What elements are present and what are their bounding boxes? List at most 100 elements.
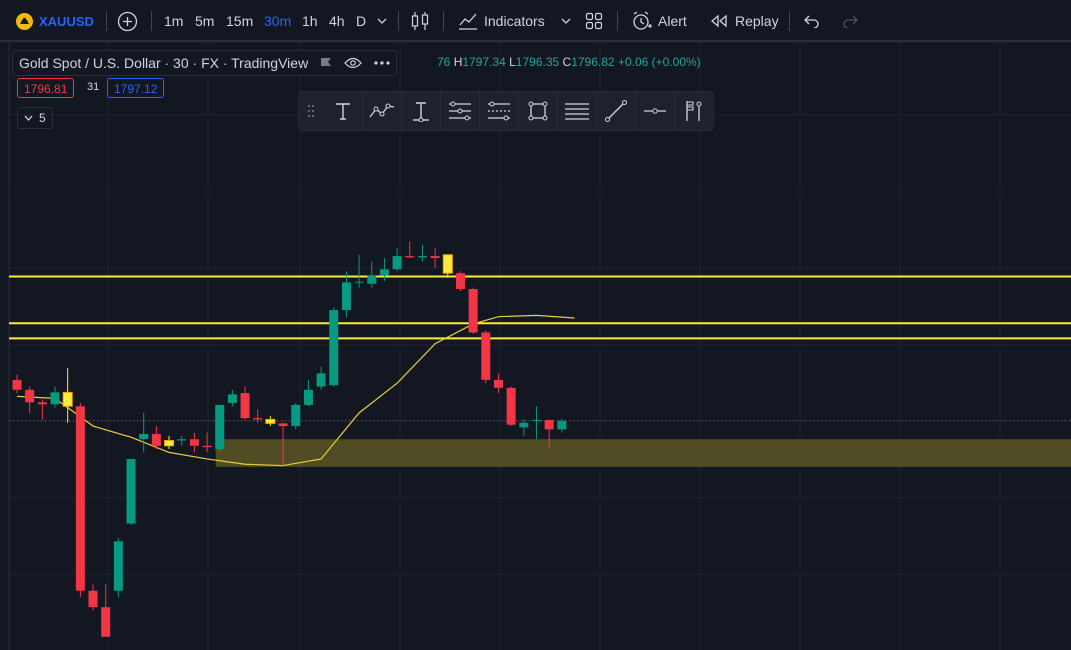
candle-body bbox=[227, 394, 237, 403]
candle bbox=[341, 271, 351, 318]
candle-body bbox=[455, 273, 465, 290]
separator bbox=[398, 11, 399, 31]
indicators-label: Indicators bbox=[484, 13, 545, 29]
candle bbox=[468, 287, 478, 334]
timeframe-d[interactable]: D bbox=[356, 13, 367, 29]
candle bbox=[101, 584, 111, 637]
candles bbox=[12, 241, 567, 637]
low-value: 1796.35 bbox=[515, 55, 560, 69]
indicators-dropdown[interactable] bbox=[561, 0, 571, 42]
candle-body bbox=[278, 423, 288, 427]
candle-body bbox=[481, 332, 491, 380]
candle-body bbox=[417, 256, 427, 258]
candle bbox=[544, 419, 554, 450]
candle bbox=[392, 248, 402, 272]
timeframe-5m[interactable]: 5m bbox=[195, 13, 215, 29]
timeframe-4h[interactable]: 4h bbox=[329, 13, 345, 29]
candle bbox=[455, 271, 465, 291]
candle-body bbox=[113, 541, 123, 591]
undo-button[interactable] bbox=[804, 0, 820, 42]
candle bbox=[75, 402, 85, 598]
undo-icon bbox=[804, 15, 819, 28]
horizontal-ray-icon[interactable] bbox=[636, 92, 674, 130]
timeframe-15m[interactable]: 15m bbox=[226, 13, 254, 29]
rewind-icon bbox=[710, 14, 727, 28]
chart-type-button[interactable] bbox=[410, 0, 430, 42]
anchored-text-icon[interactable] bbox=[402, 92, 440, 130]
candle bbox=[354, 254, 364, 288]
candle bbox=[531, 406, 541, 440]
horizontal-lines-icon[interactable] bbox=[558, 92, 596, 130]
separator bbox=[151, 11, 152, 31]
timeframe-dropdown[interactable] bbox=[377, 0, 387, 42]
more-icon[interactable] bbox=[374, 61, 390, 65]
text-tool-icon[interactable] bbox=[324, 92, 362, 130]
alert-button[interactable]: Alert bbox=[631, 0, 687, 42]
candle bbox=[12, 374, 22, 394]
alarm-clock-icon bbox=[633, 11, 652, 30]
price-chart[interactable] bbox=[0, 42, 1071, 650]
candle bbox=[329, 307, 339, 387]
drawing-toolbar[interactable] bbox=[298, 91, 714, 131]
replay-button[interactable]: Replay bbox=[710, 0, 779, 42]
flag-tool-icon[interactable] bbox=[675, 92, 713, 130]
indicators-button[interactable]: Indicators bbox=[458, 0, 545, 42]
candle bbox=[519, 419, 529, 436]
candle-body bbox=[341, 282, 351, 311]
candle-body bbox=[392, 256, 402, 270]
symbol-search[interactable]: XAUUSD bbox=[16, 0, 94, 42]
close-value: 1796.82 bbox=[571, 55, 615, 69]
candle bbox=[215, 404, 225, 453]
range-levels-icon[interactable] bbox=[441, 92, 479, 130]
layout-button[interactable] bbox=[585, 0, 603, 42]
gold-logo-icon bbox=[16, 12, 33, 30]
drag-handle-icon[interactable] bbox=[299, 92, 323, 130]
eye-icon[interactable] bbox=[344, 57, 362, 69]
symbol-legend[interactable]: Gold Spot / U.S. Dollar · 30 · FX · Trad… bbox=[12, 50, 398, 76]
candle bbox=[417, 244, 427, 262]
price-range-icon[interactable] bbox=[480, 92, 518, 130]
open-value-tail: 76 bbox=[437, 55, 451, 69]
timeframe-1m[interactable]: 1m bbox=[164, 13, 184, 29]
redo-button[interactable] bbox=[842, 0, 858, 42]
replay-label: Replay bbox=[735, 13, 779, 29]
change-value: +0.06 (+0.00%) bbox=[617, 55, 701, 69]
candle-body bbox=[101, 607, 111, 637]
candle bbox=[177, 435, 187, 446]
flag-icon[interactable] bbox=[320, 57, 332, 69]
rectangle-tool-icon[interactable] bbox=[519, 92, 557, 130]
candle-body bbox=[253, 418, 263, 420]
candle bbox=[481, 330, 491, 384]
candle-body bbox=[468, 289, 478, 333]
candle bbox=[227, 389, 237, 407]
add-icon bbox=[117, 11, 138, 31]
timeframe-30m[interactable]: 30m bbox=[264, 13, 292, 29]
candle-body bbox=[329, 310, 339, 386]
candle bbox=[265, 416, 276, 427]
candle-body bbox=[50, 392, 60, 405]
high-key: H bbox=[453, 55, 463, 69]
layout-grid-icon bbox=[585, 12, 603, 30]
candle bbox=[253, 409, 263, 423]
candle-body bbox=[291, 404, 301, 427]
indicators-collapse-toggle[interactable]: 5 bbox=[17, 107, 53, 129]
candle bbox=[151, 426, 161, 450]
close-key: C bbox=[562, 55, 572, 69]
top-toolbar: XAUUSD 1m 5m 15m 30m 1h 4h D Indicators bbox=[0, 0, 1071, 42]
candle-body bbox=[367, 275, 377, 284]
moving-average-line bbox=[16, 314, 575, 467]
spread-value: 31 bbox=[87, 81, 100, 93]
sell-button[interactable]: 1796.81 bbox=[17, 78, 75, 98]
support-zone bbox=[215, 439, 1071, 467]
candle bbox=[126, 458, 136, 525]
candle bbox=[379, 258, 389, 282]
separator bbox=[617, 11, 618, 31]
compare-symbol-button[interactable] bbox=[117, 0, 138, 42]
buy-button[interactable]: 1797.12 bbox=[107, 78, 165, 98]
candle bbox=[88, 584, 98, 611]
path-tool-icon[interactable] bbox=[363, 92, 401, 130]
trend-line-icon[interactable] bbox=[597, 92, 635, 130]
indicators-icon bbox=[459, 13, 477, 30]
timeframe-1h[interactable]: 1h bbox=[302, 13, 318, 29]
candle-body bbox=[430, 256, 440, 259]
